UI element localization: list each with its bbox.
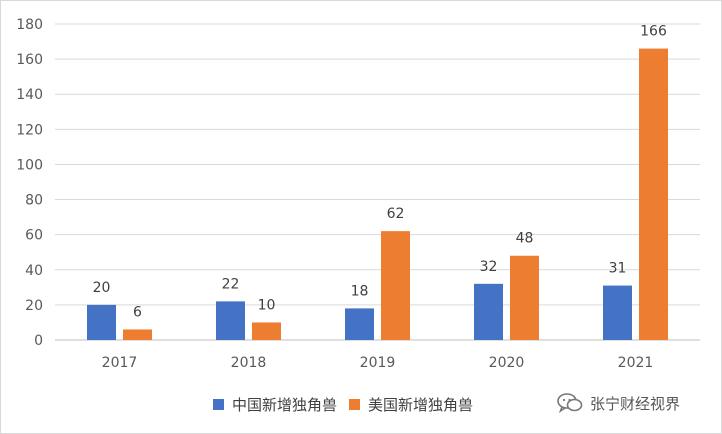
wechat-icon [557, 393, 583, 414]
watermark: 张宁财经视界 [556, 392, 680, 414]
x-tick-label: 2017 [102, 355, 138, 371]
data-label: 166 [640, 24, 667, 40]
data-label: 32 [480, 259, 498, 275]
y-tick-label: 160 [16, 52, 43, 68]
x-tick-label: 2021 [618, 355, 654, 371]
y-axis: 0 20 40 60 80 100 120 140 160 180 [16, 17, 43, 349]
y-tick-label: 20 [25, 298, 43, 314]
gridlines [55, 23, 700, 341]
x-tick-label: 2019 [360, 355, 396, 371]
bar-us [252, 322, 281, 340]
legend-label-china: 中国新增独角兽 [232, 396, 338, 414]
data-label: 20 [93, 280, 111, 296]
bar-us [123, 329, 152, 340]
y-tick-label: 40 [25, 263, 43, 279]
legend-label-us: 美国新增独角兽 [368, 396, 474, 414]
bar-china [474, 283, 503, 340]
legend: 中国新增独角兽 美国新增独角兽 [213, 394, 477, 415]
y-tick-label: 120 [16, 122, 43, 138]
data-labels: 20 6 22 10 18 62 32 48 31 166 [93, 24, 667, 321]
bar-us [381, 231, 410, 340]
legend-swatch-us [349, 399, 361, 410]
bar-china [216, 301, 245, 340]
bar-china [603, 285, 632, 340]
data-label: 10 [258, 297, 276, 313]
bar-us [510, 255, 539, 340]
data-label: 22 [222, 276, 240, 292]
x-axis: 2017 2018 2019 2020 2021 [102, 355, 654, 371]
data-label: 48 [516, 231, 534, 247]
x-tick-label: 2018 [231, 355, 267, 371]
bar-us [639, 48, 668, 340]
data-label: 18 [351, 283, 369, 299]
legend-item-us: 美国新增独角兽 [349, 394, 473, 415]
y-tick-label: 60 [25, 228, 43, 244]
data-label: 31 [609, 261, 627, 277]
y-tick-label: 100 [16, 157, 43, 173]
y-tick-label: 0 [34, 333, 43, 349]
watermark-text: 张宁财经视界 [590, 394, 681, 413]
bar-china [345, 308, 374, 340]
x-tick-label: 2020 [489, 355, 525, 371]
y-tick-label: 140 [16, 87, 43, 103]
legend-item-china: 中国新增独角兽 [213, 394, 337, 415]
y-tick-label: 80 [25, 193, 43, 209]
y-tick-label: 180 [16, 17, 43, 33]
bar-china [87, 304, 116, 340]
bars [87, 48, 668, 340]
data-label: 6 [133, 304, 142, 320]
legend-swatch-china [213, 399, 224, 410]
data-label: 62 [387, 206, 405, 222]
